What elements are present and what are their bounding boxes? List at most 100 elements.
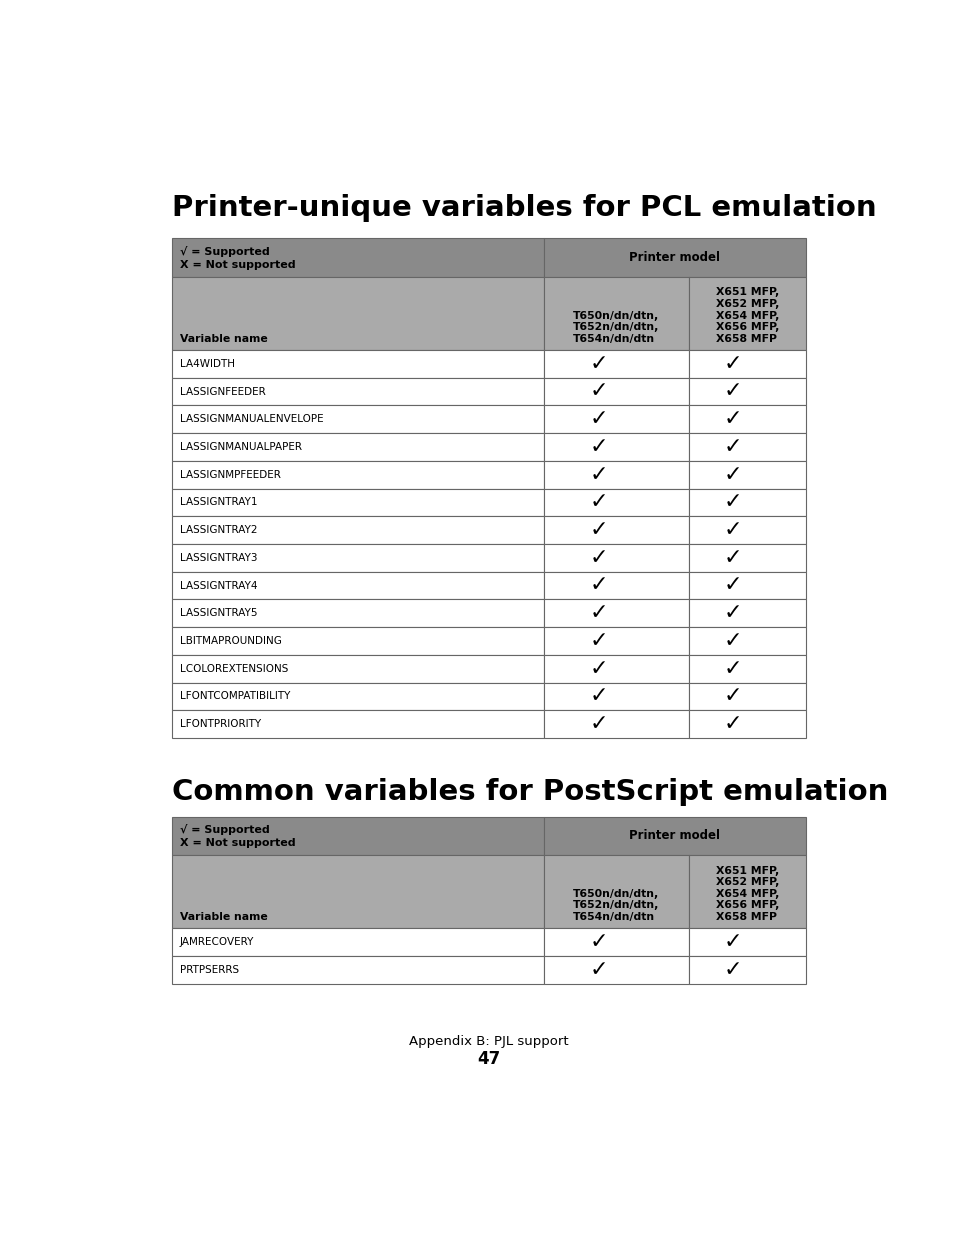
Text: ✓: ✓ xyxy=(589,932,608,952)
Text: LASSIGNMANUALPAPER: LASSIGNMANUALPAPER xyxy=(179,442,301,452)
Text: ✓: ✓ xyxy=(723,687,741,706)
Text: LASSIGNTRAY2: LASSIGNTRAY2 xyxy=(179,525,257,535)
Bar xyxy=(688,543,805,572)
Bar xyxy=(543,627,688,655)
Text: ✓: ✓ xyxy=(723,714,741,734)
Text: LASSIGNMPFEEDER: LASSIGNMPFEEDER xyxy=(179,469,280,479)
Text: LASSIGNTRAY1: LASSIGNTRAY1 xyxy=(179,498,257,508)
Bar xyxy=(688,433,805,461)
Text: ✓: ✓ xyxy=(589,960,608,979)
Text: LASSIGNTRAY5: LASSIGNTRAY5 xyxy=(179,609,257,619)
Text: ✓: ✓ xyxy=(723,520,741,540)
Bar xyxy=(172,683,543,710)
Bar xyxy=(688,683,805,710)
Bar xyxy=(172,238,543,277)
Bar xyxy=(172,710,543,739)
Bar xyxy=(543,816,805,855)
Text: ✓: ✓ xyxy=(723,493,741,513)
Bar xyxy=(543,655,688,683)
Text: Common variables for PostScript emulation: Common variables for PostScript emulatio… xyxy=(172,778,887,806)
Bar xyxy=(688,405,805,433)
Bar xyxy=(172,655,543,683)
Text: ✓: ✓ xyxy=(589,603,608,624)
Bar xyxy=(172,489,543,516)
Text: ✓: ✓ xyxy=(589,409,608,430)
Text: ✓: ✓ xyxy=(723,603,741,624)
Text: X = Not supported: X = Not supported xyxy=(179,839,295,848)
Text: ✓: ✓ xyxy=(723,960,741,979)
Bar xyxy=(172,855,543,929)
Bar xyxy=(543,461,688,489)
Text: LFONTPRIORITY: LFONTPRIORITY xyxy=(179,719,260,729)
Text: ✓: ✓ xyxy=(723,631,741,651)
Text: Printer model: Printer model xyxy=(629,830,720,842)
Bar xyxy=(172,433,543,461)
Text: ✓: ✓ xyxy=(589,576,608,595)
Text: T650n/dn/dtn,
T652n/dn/dtn,
T654n/dn/dtn: T650n/dn/dtn, T652n/dn/dtn, T654n/dn/dtn xyxy=(573,889,659,923)
Bar xyxy=(172,350,543,378)
Bar xyxy=(688,277,805,350)
Bar xyxy=(543,516,688,543)
Text: X651 MFP,
X652 MFP,
X654 MFP,
X656 MFP,
X658 MFP: X651 MFP, X652 MFP, X654 MFP, X656 MFP, … xyxy=(715,288,779,343)
Bar xyxy=(688,378,805,405)
Bar xyxy=(543,378,688,405)
Bar xyxy=(543,929,688,956)
Text: ✓: ✓ xyxy=(723,548,741,568)
Text: LFONTCOMPATIBILITY: LFONTCOMPATIBILITY xyxy=(179,692,290,701)
Bar xyxy=(688,929,805,956)
Bar xyxy=(172,543,543,572)
Text: X = Not supported: X = Not supported xyxy=(179,259,295,270)
Text: ✓: ✓ xyxy=(589,658,608,679)
Text: LA4WIDTH: LA4WIDTH xyxy=(179,359,234,369)
Text: LBITMAPROUNDING: LBITMAPROUNDING xyxy=(179,636,281,646)
Text: ✓: ✓ xyxy=(723,382,741,401)
Text: ✓: ✓ xyxy=(723,353,741,374)
Text: PRTPSERRS: PRTPSERRS xyxy=(179,965,238,974)
Bar xyxy=(172,929,543,956)
Bar xyxy=(172,461,543,489)
Bar xyxy=(172,627,543,655)
Text: ✓: ✓ xyxy=(589,548,608,568)
Bar xyxy=(688,350,805,378)
Text: Variable name: Variable name xyxy=(179,913,267,923)
Text: JAMRECOVERY: JAMRECOVERY xyxy=(179,937,253,947)
Text: 47: 47 xyxy=(476,1050,500,1068)
Text: T650n/dn/dtn,
T652n/dn/dtn,
T654n/dn/dtn: T650n/dn/dtn, T652n/dn/dtn, T654n/dn/dtn xyxy=(573,310,659,343)
Bar xyxy=(543,489,688,516)
Bar xyxy=(543,405,688,433)
Bar xyxy=(172,816,543,855)
Bar xyxy=(172,405,543,433)
Text: ✓: ✓ xyxy=(723,409,741,430)
Text: ✓: ✓ xyxy=(589,493,608,513)
Bar xyxy=(172,378,543,405)
Text: ✓: ✓ xyxy=(723,658,741,679)
Text: ✓: ✓ xyxy=(589,437,608,457)
Text: ✓: ✓ xyxy=(589,687,608,706)
Bar xyxy=(172,956,543,983)
Bar xyxy=(688,461,805,489)
Bar xyxy=(543,543,688,572)
Bar xyxy=(543,238,805,277)
Bar xyxy=(688,956,805,983)
Bar xyxy=(543,433,688,461)
Bar xyxy=(543,572,688,599)
Bar xyxy=(688,627,805,655)
Text: ✓: ✓ xyxy=(723,576,741,595)
Text: Printer-unique variables for PCL emulation: Printer-unique variables for PCL emulati… xyxy=(172,194,876,222)
Bar xyxy=(172,599,543,627)
Bar xyxy=(543,599,688,627)
Text: ✓: ✓ xyxy=(589,520,608,540)
Bar xyxy=(543,350,688,378)
Text: √ = Supported: √ = Supported xyxy=(179,824,269,835)
Text: LCOLOREXTENSIONS: LCOLOREXTENSIONS xyxy=(179,663,288,674)
Text: ✓: ✓ xyxy=(723,464,741,484)
Text: √ = Supported: √ = Supported xyxy=(179,246,269,257)
Text: LASSIGNTRAY4: LASSIGNTRAY4 xyxy=(179,580,257,590)
Text: Variable name: Variable name xyxy=(179,333,267,343)
Text: ✓: ✓ xyxy=(723,437,741,457)
Text: Printer model: Printer model xyxy=(629,251,720,264)
Bar xyxy=(688,655,805,683)
Bar xyxy=(688,599,805,627)
Bar xyxy=(543,855,688,929)
Text: LASSIGNMANUALENVELOPE: LASSIGNMANUALENVELOPE xyxy=(179,414,323,425)
